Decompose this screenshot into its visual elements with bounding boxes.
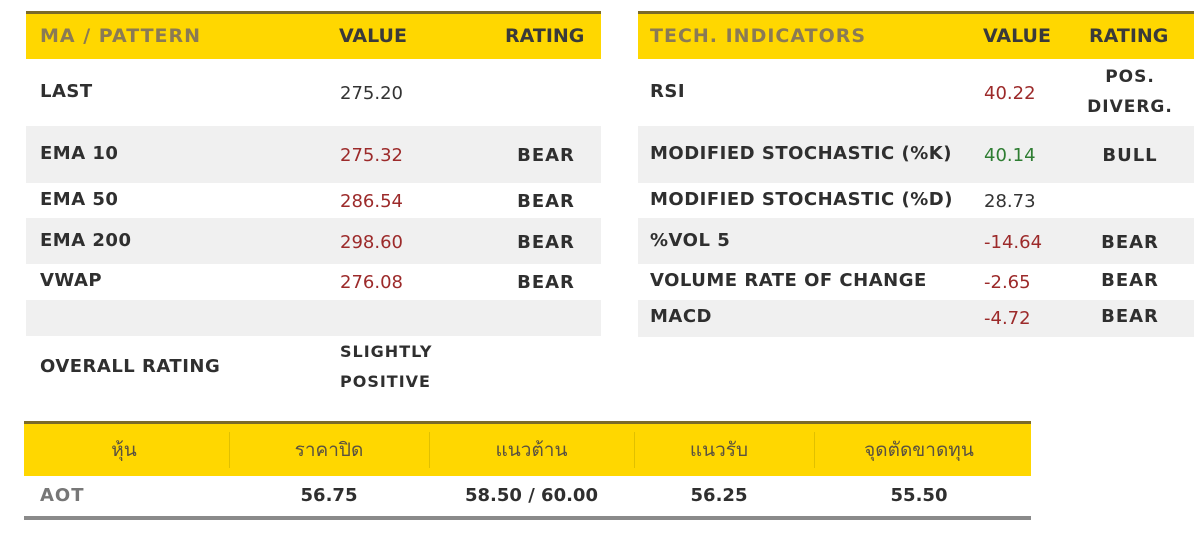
tech-row-rating: BEAR — [1101, 306, 1159, 327]
tech-row-label: MODIFIED STOCHASTIC (%K) — [650, 143, 952, 164]
stock-table-header: หุ้น ราคาปิด แนวต้าน แนวรับ จุดตัดขาดทุน — [24, 421, 1031, 476]
overall-rating-value-line2: POSITIVE — [340, 372, 431, 391]
header-resistance: แนวต้าน — [495, 439, 568, 461]
tech-row-rating-line2: DIVERG. — [1087, 97, 1173, 117]
tech-row-value: -14.64 — [984, 232, 1043, 253]
support-value: 56.25 — [690, 485, 748, 506]
tech-row-rating: BEAR — [1101, 232, 1159, 253]
ma-row-value: 298.60 — [340, 232, 403, 253]
ma-header-name: MA / PATTERN — [40, 25, 202, 47]
ma-pattern-table: MA / PATTERN VALUE RATING LAST 275.20 EM… — [26, 11, 601, 401]
ma-row-rating: BEAR — [517, 232, 575, 253]
header-stock: หุ้น — [111, 439, 137, 461]
ma-row-last: LAST 275.20 — [26, 59, 601, 125]
stock-levels-table: หุ้น ราคาปิด แนวต้าน แนวรับ จุดตัดขาดทุน… — [24, 421, 1031, 520]
stop-loss-value: 55.50 — [890, 485, 948, 506]
stock-symbol: AOT — [40, 485, 85, 506]
tech-row-macd: MACD -4.72 BEAR — [638, 300, 1194, 337]
header-divider — [814, 432, 815, 468]
tech-row-vroc: VOLUME RATE OF CHANGE -2.65 BEAR — [638, 264, 1194, 300]
ma-table-header: MA / PATTERN VALUE RATING — [26, 11, 601, 59]
ma-row-overall: OVERALL RATING SLIGHTLY POSITIVE — [26, 336, 601, 401]
resistance-value: 58.50 / 60.00 — [465, 485, 598, 506]
stock-row-aot: AOT 56.75 58.50 / 60.00 56.25 55.50 — [24, 476, 1031, 520]
tech-row-label: VOLUME RATE OF CHANGE — [650, 270, 927, 291]
tech-row-label: MODIFIED STOCHASTIC (%D) — [650, 189, 953, 210]
tech-row-value: 40.14 — [984, 145, 1036, 166]
tech-row-value: -4.72 — [984, 308, 1031, 329]
header-support: แนวรับ — [689, 439, 749, 461]
ma-header-rating: RATING — [505, 25, 585, 47]
overall-rating-value-line1: SLIGHTLY — [340, 342, 433, 361]
header-close-price: ราคาปิด — [294, 439, 364, 461]
ma-row-value: 286.54 — [340, 191, 403, 212]
tech-row-rating-line1: POS. — [1105, 67, 1155, 87]
ma-row-label: EMA 50 — [40, 189, 119, 210]
tech-row-value: 28.73 — [984, 191, 1036, 212]
header-divider — [634, 432, 635, 468]
tech-table-header: TECH. INDICATORS VALUE RATING — [638, 11, 1194, 59]
header-divider — [229, 432, 230, 468]
ma-row-value: 276.08 — [340, 272, 403, 293]
tech-header-rating: RATING — [1089, 25, 1169, 47]
tech-header-value: VALUE — [983, 25, 1051, 47]
ma-row-rating: BEAR — [517, 145, 575, 166]
ma-header-value: VALUE — [339, 25, 407, 47]
ma-row-vwap: VWAP 276.08 BEAR — [26, 264, 601, 300]
ma-row-label: EMA 200 — [40, 230, 132, 251]
ma-row-blank — [26, 300, 601, 336]
ma-row-label: LAST — [40, 81, 93, 102]
overall-rating-label: OVERALL RATING — [40, 356, 221, 377]
tech-row-value: 40.22 — [984, 83, 1036, 104]
ma-row-ema200: EMA 200 298.60 BEAR — [26, 218, 601, 264]
tech-row-label: RSI — [650, 81, 686, 102]
tech-row-label: MACD — [650, 306, 712, 327]
header-stop-loss: จุดตัดขาดทุน — [864, 439, 974, 461]
header-divider — [429, 432, 430, 468]
tech-row-rating: BULL — [1102, 145, 1158, 166]
tech-row-rsi: RSI 40.22 POS. DIVERG. — [638, 59, 1194, 125]
tech-row-value: -2.65 — [984, 272, 1031, 293]
tech-indicators-table: TECH. INDICATORS VALUE RATING RSI 40.22 … — [638, 11, 1194, 337]
ma-row-ema10: EMA 10 275.32 BEAR — [26, 126, 601, 183]
ma-row-value: 275.32 — [340, 145, 403, 166]
ma-row-value: 275.20 — [340, 83, 403, 104]
ma-row-rating: BEAR — [517, 191, 575, 212]
tech-row-label: %VOL 5 — [650, 230, 731, 251]
close-price-value: 56.75 — [300, 485, 358, 506]
ma-row-label: EMA 10 — [40, 143, 119, 164]
tech-row-stoch-k: MODIFIED STOCHASTIC (%K) 40.14 BULL — [638, 126, 1194, 183]
ma-row-label: VWAP — [40, 270, 103, 291]
ma-row-rating: BEAR — [517, 272, 575, 293]
tech-header-name: TECH. INDICATORS — [650, 25, 867, 47]
tech-row-vol5: %VOL 5 -14.64 BEAR — [638, 218, 1194, 264]
tech-row-rating: BEAR — [1101, 270, 1159, 291]
ma-row-ema50: EMA 50 286.54 BEAR — [26, 183, 601, 218]
tech-row-stoch-d: MODIFIED STOCHASTIC (%D) 28.73 — [638, 183, 1194, 218]
